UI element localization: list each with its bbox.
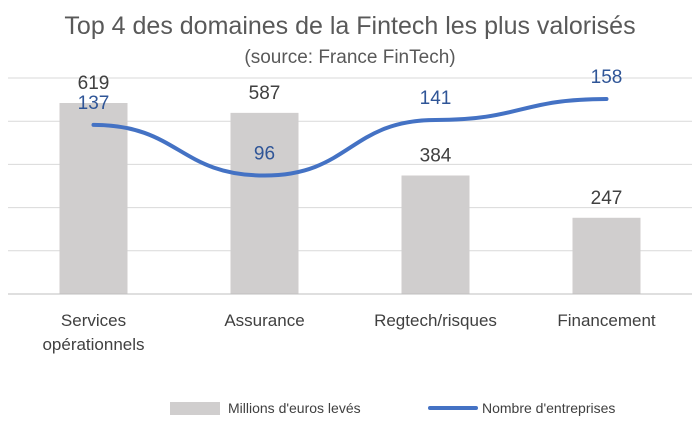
x-tick-label-3: Regtech/risques bbox=[374, 311, 497, 330]
x-tick-label-4: Financement bbox=[557, 311, 656, 330]
bar-1 bbox=[59, 102, 128, 294]
chart-title: Top 4 des domaines de la Fintech les plu… bbox=[64, 12, 636, 40]
bar-data-label-3: 384 bbox=[420, 146, 452, 167]
bar-3 bbox=[401, 175, 470, 294]
line-data-label-1: 137 bbox=[78, 93, 110, 114]
legend-swatch-line-icon bbox=[428, 406, 478, 410]
x-tick-label-1: Services bbox=[61, 311, 126, 330]
bar-data-label-2: 587 bbox=[249, 83, 281, 104]
legend-item-bars: Millions d'euros levés bbox=[170, 400, 361, 416]
legend-swatch-bar-icon bbox=[170, 401, 220, 415]
line-data-label-3: 141 bbox=[420, 88, 452, 109]
chart-legend: Millions d'euros levés Nombre d'entrepri… bbox=[0, 400, 700, 422]
bar-4 bbox=[572, 217, 641, 294]
chart-subtitle: (source: France FinTech) bbox=[244, 47, 456, 68]
series-line-nombre-entreprises bbox=[91, 96, 609, 178]
bar-data-label-4: 247 bbox=[591, 188, 623, 209]
legend-label-line: Nombre d'entreprises bbox=[482, 400, 616, 416]
line-data-label-2: 96 bbox=[254, 144, 275, 165]
x-tick-label-1: opérationnels bbox=[42, 335, 144, 354]
legend-label-bars: Millions d'euros levés bbox=[228, 400, 361, 416]
bar-2 bbox=[230, 112, 299, 295]
bar-data-label-1: 619 bbox=[78, 73, 110, 94]
x-tick-label-2: Assurance bbox=[224, 311, 304, 330]
legend-item-line: Nombre d'entreprises bbox=[428, 400, 615, 416]
line-data-label-4: 158 bbox=[591, 67, 623, 88]
